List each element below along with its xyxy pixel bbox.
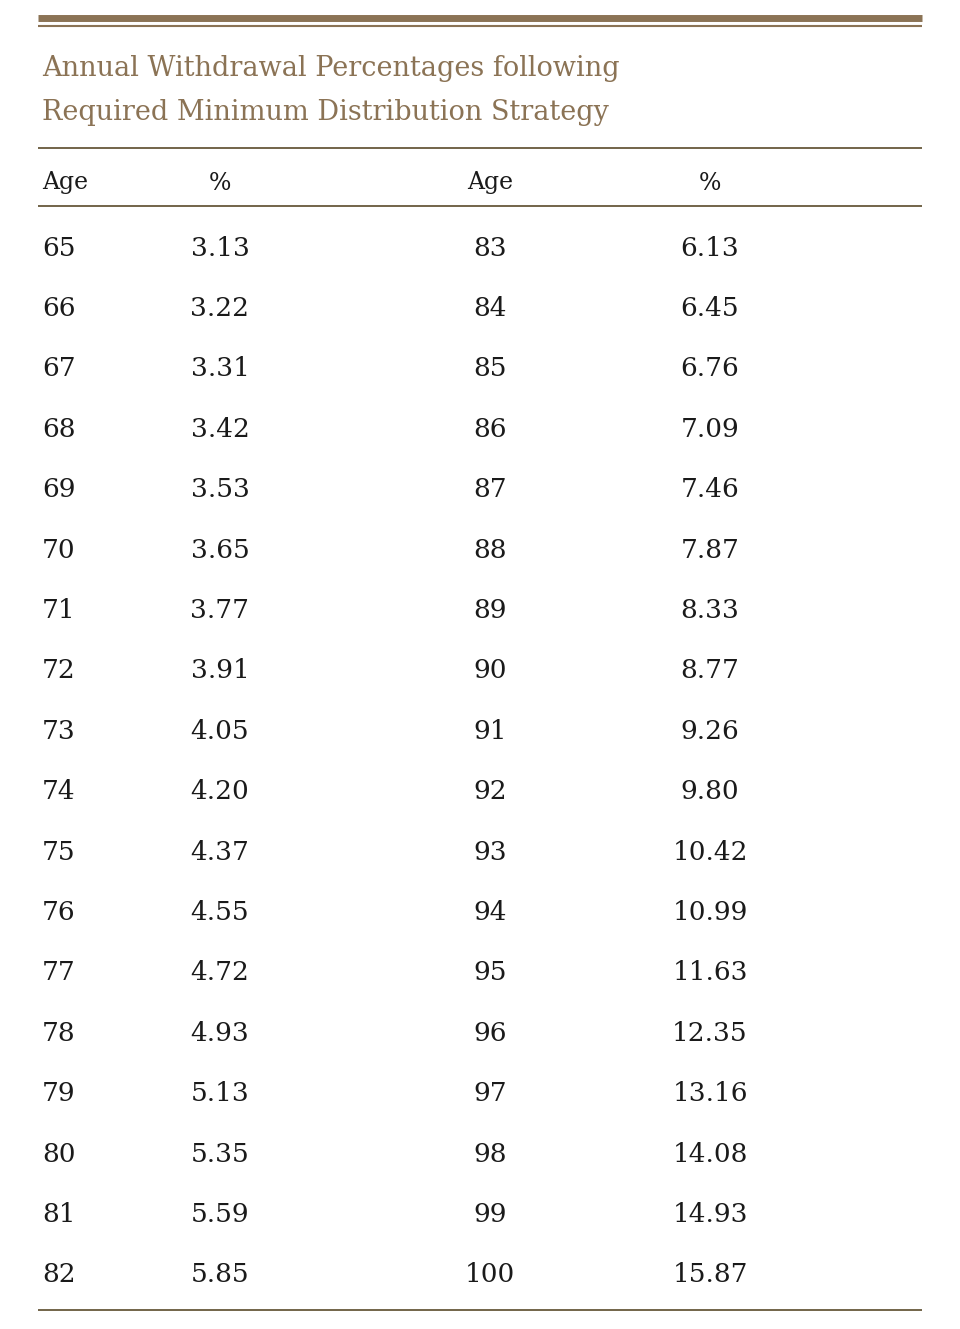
Text: 8.33: 8.33	[681, 598, 739, 623]
Text: 14.93: 14.93	[672, 1201, 748, 1227]
Text: 7.46: 7.46	[681, 477, 739, 502]
Text: 3.77: 3.77	[190, 598, 250, 623]
Text: 3.91: 3.91	[191, 658, 250, 683]
Text: 96: 96	[473, 1021, 507, 1046]
Text: 3.42: 3.42	[191, 417, 250, 441]
Text: 3.31: 3.31	[191, 356, 250, 381]
Text: 4.72: 4.72	[191, 961, 250, 985]
Text: 8.77: 8.77	[681, 658, 739, 683]
Text: 5.13: 5.13	[191, 1080, 250, 1106]
Text: 72: 72	[42, 658, 76, 683]
Text: 82: 82	[42, 1263, 76, 1288]
Text: 73: 73	[42, 719, 76, 744]
Text: 67: 67	[42, 356, 76, 381]
Text: 80: 80	[42, 1142, 76, 1167]
Text: 78: 78	[42, 1021, 76, 1046]
Text: 97: 97	[473, 1080, 507, 1106]
Text: 5.85: 5.85	[191, 1263, 250, 1288]
Text: 14.08: 14.08	[672, 1142, 748, 1167]
Text: 87: 87	[473, 477, 507, 502]
Text: 3.65: 3.65	[191, 538, 250, 562]
Text: 98: 98	[473, 1142, 507, 1167]
Text: 100: 100	[465, 1263, 516, 1288]
Text: 83: 83	[473, 235, 507, 260]
Text: 6.45: 6.45	[681, 296, 739, 322]
Text: 85: 85	[473, 356, 507, 381]
Text: 71: 71	[42, 598, 76, 623]
Text: 70: 70	[42, 538, 76, 562]
Text: 76: 76	[42, 900, 76, 925]
Text: %: %	[209, 171, 231, 194]
Text: 3.22: 3.22	[190, 296, 250, 322]
Text: 99: 99	[473, 1201, 507, 1227]
Text: 95: 95	[473, 961, 507, 985]
Text: 84: 84	[473, 296, 507, 322]
Text: 94: 94	[473, 900, 507, 925]
Text: 88: 88	[473, 538, 507, 562]
Text: 65: 65	[42, 235, 76, 260]
Text: 4.37: 4.37	[191, 840, 250, 865]
Text: 93: 93	[473, 840, 507, 865]
Text: 74: 74	[42, 779, 76, 804]
Text: 10.99: 10.99	[672, 900, 748, 925]
Text: 90: 90	[473, 658, 507, 683]
Text: 4.05: 4.05	[191, 719, 250, 744]
Text: 66: 66	[42, 296, 76, 322]
Text: 92: 92	[473, 779, 507, 804]
Text: 89: 89	[473, 598, 507, 623]
Text: 10.42: 10.42	[672, 840, 748, 865]
Text: Required Minimum Distribution Strategy: Required Minimum Distribution Strategy	[42, 98, 609, 125]
Text: Annual Withdrawal Percentages following: Annual Withdrawal Percentages following	[42, 54, 619, 81]
Text: 9.26: 9.26	[681, 719, 739, 744]
Text: 5.59: 5.59	[191, 1201, 250, 1227]
Text: 68: 68	[42, 417, 76, 441]
Text: 77: 77	[42, 961, 76, 985]
Text: 9.80: 9.80	[681, 779, 739, 804]
Text: 75: 75	[42, 840, 76, 865]
Text: 91: 91	[473, 719, 507, 744]
Text: 5.35: 5.35	[191, 1142, 250, 1167]
Text: 79: 79	[42, 1080, 76, 1106]
Text: 13.16: 13.16	[672, 1080, 748, 1106]
Text: 6.13: 6.13	[681, 235, 739, 260]
Text: 4.20: 4.20	[191, 779, 250, 804]
Text: 3.53: 3.53	[191, 477, 250, 502]
Text: 4.93: 4.93	[191, 1021, 250, 1046]
Text: 81: 81	[42, 1201, 76, 1227]
Text: %: %	[699, 171, 721, 194]
Text: 86: 86	[473, 417, 507, 441]
Text: 15.87: 15.87	[672, 1263, 748, 1288]
Text: 3.13: 3.13	[191, 235, 250, 260]
Text: Age: Age	[467, 171, 513, 194]
Text: Age: Age	[42, 171, 88, 194]
Text: 12.35: 12.35	[672, 1021, 748, 1046]
Text: 7.09: 7.09	[681, 417, 739, 441]
Text: 4.55: 4.55	[191, 900, 250, 925]
Text: 6.76: 6.76	[681, 356, 739, 381]
Text: 11.63: 11.63	[672, 961, 748, 985]
Text: 7.87: 7.87	[681, 538, 739, 562]
Text: 69: 69	[42, 477, 76, 502]
